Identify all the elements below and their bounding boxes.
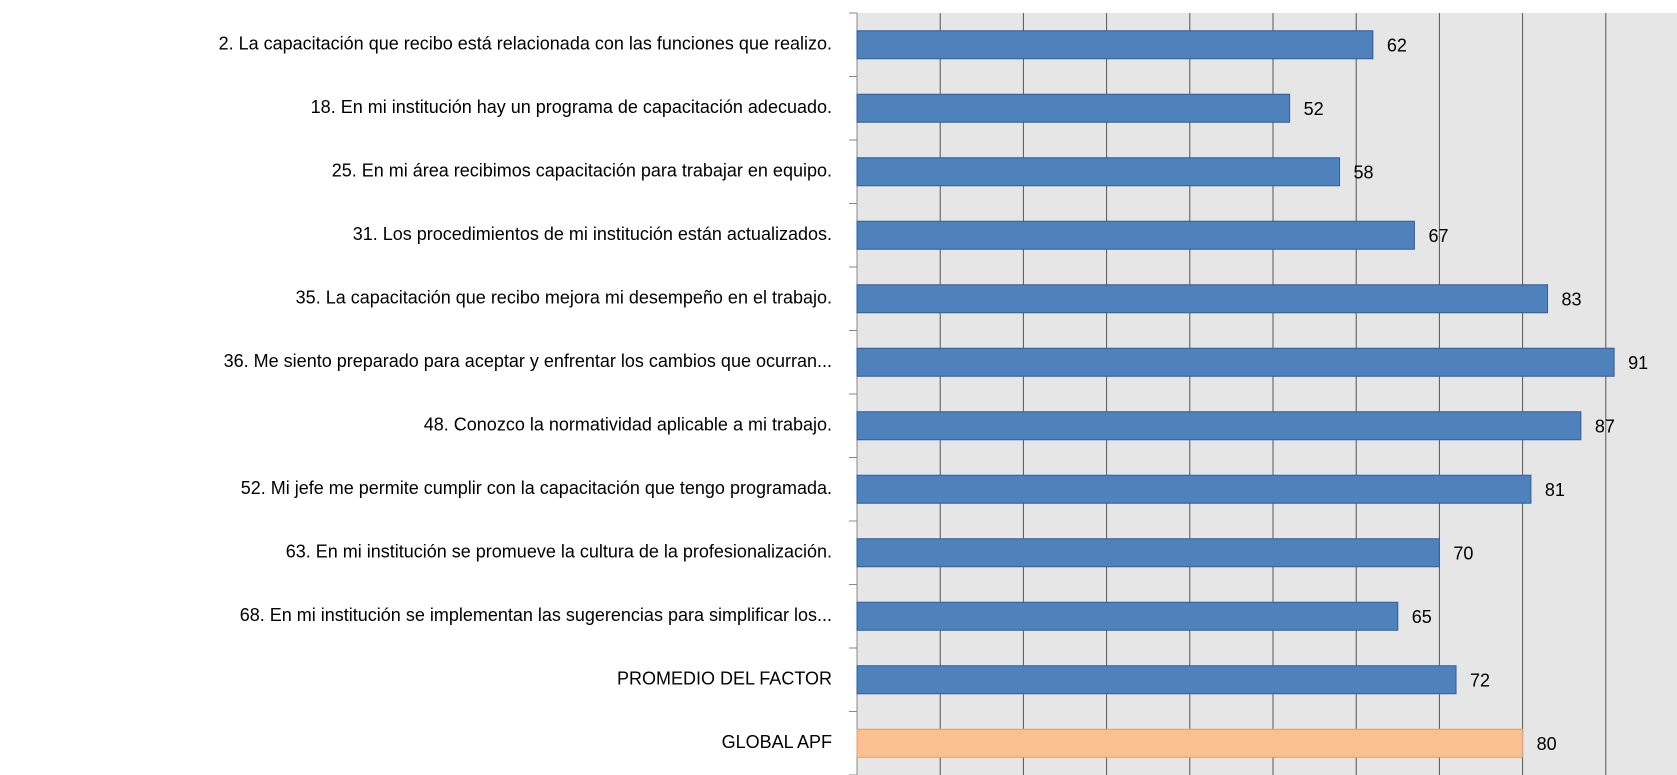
y-tick-label: 63. En mi institución se promueve la cul… [286, 542, 832, 562]
value-label: 58 [1354, 163, 1374, 183]
value-label: 81 [1545, 480, 1565, 500]
plot-area [857, 13, 1677, 775]
value-label: 70 [1453, 544, 1473, 564]
value-label: 62 [1387, 36, 1407, 56]
bar [856, 665, 1457, 695]
value-label: 83 [1562, 290, 1582, 310]
y-tick-label: PROMEDIO DEL FACTOR [617, 669, 832, 689]
y-tick-label: GLOBAL APF [722, 732, 832, 752]
bar [856, 93, 1291, 123]
bar [856, 728, 1524, 758]
value-label: 91 [1628, 353, 1648, 373]
y-tick-label: 52. Mi jefe me permite cumplir con la ca… [241, 478, 832, 498]
value-label: 67 [1428, 226, 1448, 246]
bar [856, 538, 1440, 568]
y-tick-label: 31. Los procedimientos de mi institución… [353, 224, 832, 244]
bar [856, 474, 1532, 504]
y-tick-label: 18. En mi institución hay un programa de… [311, 97, 832, 117]
value-label: 65 [1412, 607, 1432, 627]
bar [856, 157, 1341, 187]
bar [856, 220, 1415, 250]
y-tick-label: 68. En mi institución se implementan las… [240, 605, 832, 625]
y-tick-label: 36. Me siento preparado para aceptar y e… [224, 351, 832, 371]
bar [856, 411, 1582, 441]
y-tick-label: 25. En mi área recibimos capacitación pa… [332, 161, 832, 181]
bar [856, 284, 1549, 314]
y-tick-label: 2. La capacitación que recibo está relac… [219, 34, 832, 54]
bar [856, 30, 1374, 60]
y-tick-label: 35. La capacitación que recibo mejora mi… [296, 288, 832, 308]
bar [856, 347, 1615, 377]
value-label: 87 [1595, 417, 1615, 437]
y-tick-label: 48. Conozco la normatividad aplicable a … [424, 415, 832, 435]
value-label: 80 [1537, 734, 1557, 754]
value-label: 72 [1470, 671, 1490, 691]
value-label: 52 [1304, 99, 1324, 119]
bar [856, 601, 1399, 631]
